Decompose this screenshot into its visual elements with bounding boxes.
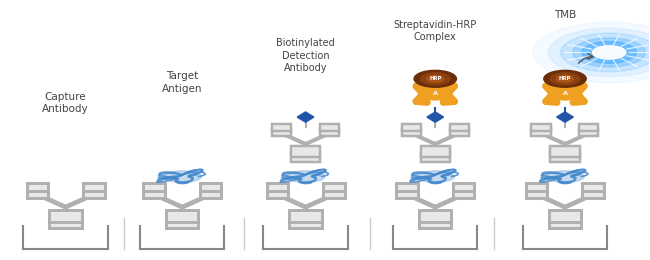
Text: Biotinylated
Detection
Antibody: Biotinylated Detection Antibody (276, 38, 335, 73)
Text: A: A (433, 91, 437, 96)
Text: HRP: HRP (559, 76, 571, 81)
FancyBboxPatch shape (526, 183, 547, 191)
Text: Target
Antigen: Target Antigen (162, 72, 203, 94)
Circle shape (560, 33, 650, 72)
Polygon shape (427, 112, 443, 122)
FancyBboxPatch shape (320, 129, 339, 136)
FancyBboxPatch shape (266, 183, 288, 191)
FancyBboxPatch shape (453, 190, 474, 198)
FancyBboxPatch shape (579, 124, 599, 131)
FancyBboxPatch shape (49, 210, 82, 222)
FancyBboxPatch shape (551, 146, 580, 157)
FancyBboxPatch shape (453, 183, 474, 191)
FancyBboxPatch shape (200, 190, 221, 198)
FancyBboxPatch shape (396, 190, 418, 198)
FancyBboxPatch shape (419, 210, 452, 222)
Circle shape (414, 70, 456, 87)
FancyBboxPatch shape (323, 190, 345, 198)
FancyBboxPatch shape (396, 183, 418, 191)
FancyBboxPatch shape (582, 190, 604, 198)
Ellipse shape (163, 171, 202, 182)
FancyBboxPatch shape (144, 190, 165, 198)
FancyBboxPatch shape (49, 217, 82, 228)
FancyBboxPatch shape (289, 217, 322, 228)
Circle shape (582, 42, 636, 63)
FancyBboxPatch shape (532, 124, 551, 131)
Text: Streptavidin-HRP
Complex: Streptavidin-HRP Complex (394, 20, 477, 42)
FancyBboxPatch shape (272, 129, 291, 136)
FancyBboxPatch shape (83, 183, 105, 191)
FancyBboxPatch shape (549, 217, 581, 228)
FancyBboxPatch shape (291, 146, 320, 157)
Circle shape (573, 38, 645, 67)
FancyBboxPatch shape (421, 152, 450, 162)
Circle shape (556, 75, 573, 82)
Circle shape (420, 88, 450, 100)
Polygon shape (297, 112, 314, 122)
FancyBboxPatch shape (266, 190, 288, 198)
Circle shape (550, 88, 580, 100)
FancyBboxPatch shape (551, 152, 580, 162)
FancyBboxPatch shape (27, 190, 48, 198)
Text: HRP: HRP (429, 76, 441, 81)
Circle shape (592, 46, 626, 59)
FancyBboxPatch shape (323, 183, 345, 191)
Circle shape (550, 73, 580, 85)
FancyBboxPatch shape (402, 129, 421, 136)
Text: Capture
Antibody: Capture Antibody (42, 92, 89, 114)
FancyBboxPatch shape (166, 217, 198, 228)
FancyBboxPatch shape (421, 146, 450, 157)
Ellipse shape (286, 171, 325, 182)
FancyBboxPatch shape (27, 183, 48, 191)
FancyBboxPatch shape (532, 129, 551, 136)
FancyBboxPatch shape (450, 124, 469, 131)
Circle shape (421, 73, 450, 85)
FancyBboxPatch shape (549, 210, 581, 222)
Circle shape (533, 22, 650, 83)
Ellipse shape (416, 171, 454, 182)
Circle shape (549, 28, 650, 77)
FancyBboxPatch shape (166, 210, 198, 222)
FancyBboxPatch shape (320, 124, 339, 131)
Polygon shape (556, 112, 573, 122)
FancyBboxPatch shape (200, 183, 221, 191)
FancyBboxPatch shape (526, 190, 547, 198)
Text: TMB: TMB (554, 10, 576, 20)
FancyBboxPatch shape (144, 183, 165, 191)
Circle shape (544, 70, 586, 87)
FancyBboxPatch shape (291, 152, 320, 162)
FancyBboxPatch shape (272, 124, 291, 131)
FancyBboxPatch shape (450, 129, 469, 136)
FancyBboxPatch shape (83, 190, 105, 198)
FancyBboxPatch shape (289, 210, 322, 222)
FancyBboxPatch shape (582, 183, 604, 191)
FancyBboxPatch shape (419, 217, 452, 228)
Text: A: A (562, 91, 567, 96)
FancyBboxPatch shape (402, 124, 421, 131)
Ellipse shape (546, 171, 584, 182)
FancyBboxPatch shape (579, 129, 599, 136)
Circle shape (427, 75, 444, 82)
